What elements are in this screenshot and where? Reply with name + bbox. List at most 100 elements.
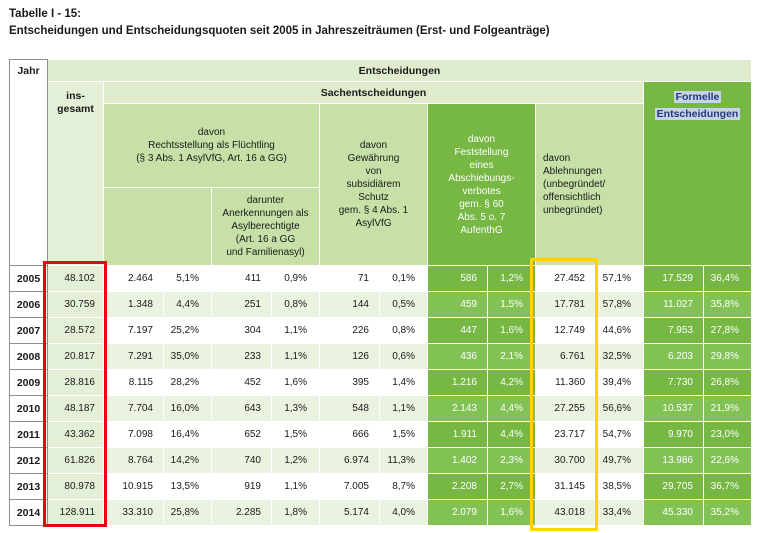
col-header-jahr: Jahr <box>9 59 48 266</box>
year-cell: 2005 <box>9 265 48 292</box>
rechtsstellung-pct-cell: 28,2% <box>163 369 212 396</box>
subsidiaer-count-cell: 7.005 <box>319 473 380 500</box>
formelle-pct-cell: 35,2% <box>703 499 752 526</box>
table-row: 2011 43.362 7.098 16,4% 652 1,5% 666 1,5% 1.911 4… <box>9 421 752 448</box>
table-container: Jahr Entscheidungen ins- gesamt Sachents… <box>9 59 752 531</box>
col-header-abschiebungsverbot: davon Feststellung eines Abschiebungs- v… <box>427 103 536 266</box>
ablehnung-count-cell: 6.761 <box>535 343 596 370</box>
table-row: 2012 61.826 8.764 14,2% 740 1,2% 6.974 11,3% 1.4… <box>9 447 752 474</box>
abschiebungsverbot-count-cell: 447 <box>427 317 488 344</box>
ablehnung-count-cell: 11.360 <box>535 369 596 396</box>
ablehnung-pct-cell: 57,1% <box>595 265 644 292</box>
abschiebungsverbot-pct-cell: 4,4% <box>487 395 536 422</box>
ablehnung-count-cell: 31.145 <box>535 473 596 500</box>
abschiebungsverbot-pct-cell: 4,2% <box>487 369 536 396</box>
table-row: 2005 48.102 2.464 5,1% 411 0,9% 71 0,1% 586 1,2% 2… <box>9 265 752 292</box>
insgesamt-cell: 48.187 <box>47 395 104 422</box>
formelle-count-cell: 13.986 <box>643 447 704 474</box>
rechtsstellung-pct-cell: 16,4% <box>163 421 212 448</box>
abschiebungsverbot-pct-cell: 1,2% <box>487 265 536 292</box>
ablehnung-count-cell: 17.781 <box>535 291 596 318</box>
ablehnung-pct-cell: 54,7% <box>595 421 644 448</box>
subsidiaer-count-cell: 548 <box>319 395 380 422</box>
anerkennung-count-cell: 919 <box>211 473 272 500</box>
formelle-count-cell: 11.027 <box>643 291 704 318</box>
rechtsstellung-count-cell: 7.197 <box>103 317 164 344</box>
ablehnung-count-cell: 27.452 <box>535 265 596 292</box>
col-header-ablehnungen: davon Ablehnungen (unbegründet/ offensic… <box>535 103 644 266</box>
ablehnung-count-cell: 27.255 <box>535 395 596 422</box>
table-caption: Tabelle I - 15: Entscheidungen und Entsc… <box>9 6 550 41</box>
abschiebungsverbot-pct-cell: 4,4% <box>487 421 536 448</box>
formelle-count-cell: 7.730 <box>643 369 704 396</box>
subsidiaer-count-cell: 126 <box>319 343 380 370</box>
anerkennung-count-cell: 411 <box>211 265 272 292</box>
ablehnung-pct-cell: 38,5% <box>595 473 644 500</box>
formelle-pct-cell: 36,7% <box>703 473 752 500</box>
abschiebungsverbot-count-cell: 1.402 <box>427 447 488 474</box>
abschiebungsverbot-pct-cell: 1,6% <box>487 317 536 344</box>
abschiebungsverbot-count-cell: 436 <box>427 343 488 370</box>
subsidiaer-pct-cell: 1,1% <box>379 395 428 422</box>
formelle-pct-cell: 21,9% <box>703 395 752 422</box>
col-header-entscheidungen: Entscheidungen <box>47 59 752 82</box>
rechtsstellung-pct-cell: 35,0% <box>163 343 212 370</box>
anerkennung-pct-cell: 1,6% <box>271 369 320 396</box>
table-row: 2013 80.978 10.915 13,5% 919 1,1% 7.005 8,7% 2.2… <box>9 473 752 500</box>
header-row-1: Jahr Entscheidungen <box>9 59 752 266</box>
rechtsstellung-pct-cell: 16,0% <box>163 395 212 422</box>
insgesamt-cell: 61.826 <box>47 447 104 474</box>
formelle-label-line1: Formelle <box>673 91 722 103</box>
formelle-pct-cell: 29,8% <box>703 343 752 370</box>
col-header-anerkennung: darunter Anerkennungen als Asylberechtig… <box>211 187 320 266</box>
col-header-rechtsstellung: davon Rechtsstellung als Flüchtling (§ 3… <box>103 103 320 188</box>
col-header-sachentscheidungen: Sachentscheidungen <box>103 81 644 104</box>
subsidiaer-pct-cell: 1,5% <box>379 421 428 448</box>
subsidiaer-pct-cell: 0,6% <box>379 343 428 370</box>
abschiebungsverbot-pct-cell: 2,1% <box>487 343 536 370</box>
rechtsstellung-count-cell: 7.291 <box>103 343 164 370</box>
formelle-count-cell: 6.203 <box>643 343 704 370</box>
insgesamt-cell: 128.911 <box>47 499 104 526</box>
subsidiaer-count-cell: 666 <box>319 421 380 448</box>
rechtsstellung-count-cell: 1.348 <box>103 291 164 318</box>
anerkennung-count-cell: 304 <box>211 317 272 344</box>
col-header-insgesamt: ins- gesamt <box>47 81 104 266</box>
rechtsstellung-count-cell: 7.098 <box>103 421 164 448</box>
ablehnung-pct-cell: 39,4% <box>595 369 644 396</box>
abschiebungsverbot-count-cell: 1.216 <box>427 369 488 396</box>
abschiebungsverbot-count-cell: 459 <box>427 291 488 318</box>
formelle-label-line2: Entscheidungen <box>654 107 741 120</box>
ablehnung-pct-cell: 56,6% <box>595 395 644 422</box>
subsidiaer-pct-cell: 8,7% <box>379 473 428 500</box>
anerkennung-pct-cell: 1,1% <box>271 473 320 500</box>
col-header-rechtsstellung-spacer <box>103 187 212 266</box>
ablehnung-pct-cell: 33,4% <box>595 499 644 526</box>
anerkennung-pct-cell: 1,2% <box>271 447 320 474</box>
anerkennung-pct-cell: 1,5% <box>271 421 320 448</box>
col-header-subsidiaer: davon Gewährung von subsidiärem Schutz g… <box>319 103 428 266</box>
rechtsstellung-pct-cell: 4,4% <box>163 291 212 318</box>
year-cell: 2009 <box>9 369 48 396</box>
anerkennung-count-cell: 740 <box>211 447 272 474</box>
insgesamt-cell: 28.572 <box>47 317 104 344</box>
rechtsstellung-pct-cell: 25,8% <box>163 499 212 526</box>
anerkennung-count-cell: 452 <box>211 369 272 396</box>
abschiebungsverbot-pct-cell: 2,7% <box>487 473 536 500</box>
anerkennung-pct-cell: 1,3% <box>271 395 320 422</box>
table-body: 2005 48.102 2.464 5,1% 411 0,9% 71 0,1% 586 1,2% 2… <box>9 265 752 526</box>
formelle-count-cell: 45.330 <box>643 499 704 526</box>
year-cell: 2013 <box>9 473 48 500</box>
anerkennung-pct-cell: 1,1% <box>271 343 320 370</box>
subsidiaer-pct-cell: 0,8% <box>379 317 428 344</box>
abschiebungsverbot-count-cell: 586 <box>427 265 488 292</box>
rechtsstellung-count-cell: 33.310 <box>103 499 164 526</box>
anerkennung-count-cell: 251 <box>211 291 272 318</box>
table-caption-number: Tabelle I - 15: <box>9 8 82 20</box>
ablehnung-count-cell: 23.717 <box>535 421 596 448</box>
rechtsstellung-pct-cell: 5,1% <box>163 265 212 292</box>
year-cell: 2008 <box>9 343 48 370</box>
table-row: 2010 48.187 7.704 16,0% 643 1,3% 548 1,1% 2.143 4… <box>9 395 752 422</box>
table-row: 2008 20.817 7.291 35,0% 233 1,1% 126 0,6% 436 2,1… <box>9 343 752 370</box>
ablehnung-count-cell: 43.018 <box>535 499 596 526</box>
